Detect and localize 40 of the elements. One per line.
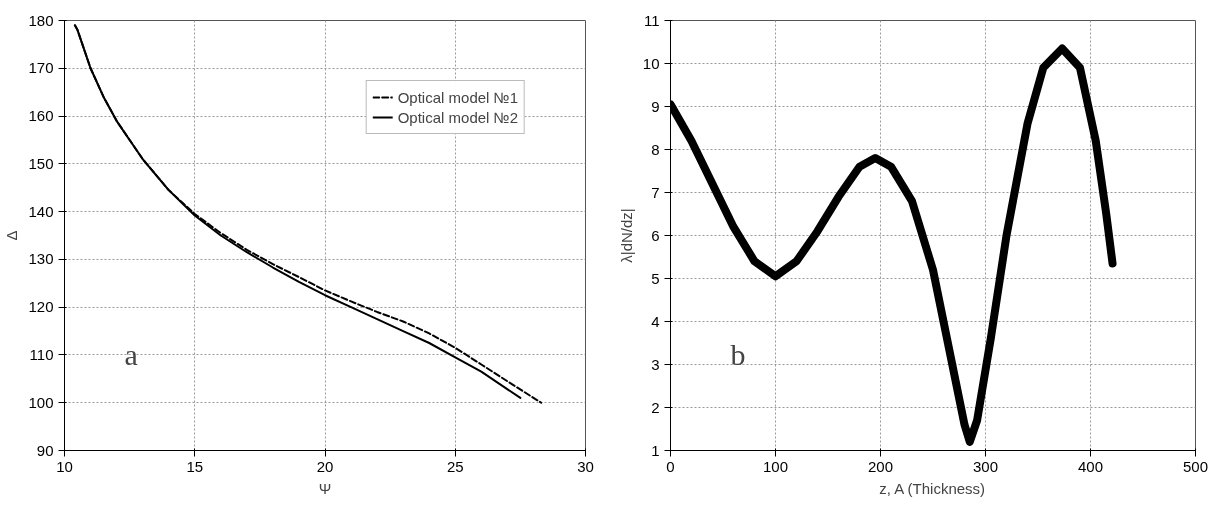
y-tick-label: 1 (651, 441, 660, 459)
y-tick-label: 10 (642, 54, 660, 72)
x-tick-label: 10 (56, 457, 73, 475)
x-tick-label: 20 (316, 457, 334, 475)
x-tick-label: 400 (1077, 457, 1104, 475)
annotation: b (730, 337, 746, 371)
x-axis-title: Ψ (318, 479, 332, 497)
x-tick-label: 25 (446, 457, 464, 475)
y-tick-label: 3 (651, 355, 660, 373)
y-tick-label: 180 (28, 11, 54, 29)
x-tick-label: 200 (867, 457, 894, 475)
y-tick-label: 150 (28, 154, 54, 172)
y-tick-label: 7 (651, 183, 660, 201)
x-tick-label: 100 (762, 457, 789, 475)
legend-label: Optical model №2 (397, 108, 518, 126)
y-tick-label: 110 (29, 345, 54, 363)
y-tick-label: 11 (643, 11, 660, 29)
y-tick-label: 100 (28, 393, 54, 411)
y-tick-label: 170 (28, 59, 54, 77)
x-tick-label: 0 (666, 457, 675, 475)
y-tick-label: 90 (36, 441, 54, 459)
y-axis-title: Δ (3, 230, 21, 241)
y-tick-label: 4 (651, 312, 660, 330)
y-axis-title: λ|dN/dz| (617, 208, 635, 263)
x-tick-label: 30 (577, 457, 594, 475)
y-tick-label: 6 (651, 226, 660, 244)
y-tick-label: 9 (651, 97, 660, 115)
y-tick-label: 120 (28, 298, 54, 316)
annotation: a (124, 337, 138, 371)
y-tick-label: 8 (651, 140, 660, 158)
legend-label: Optical model №1 (397, 88, 518, 106)
x-tick-label: 300 (972, 457, 999, 475)
y-tick-label: 130 (28, 250, 54, 268)
x-tick-label: 15 (186, 457, 204, 475)
x-axis-title: z, A (Thickness) (879, 479, 986, 497)
y-tick-label: 160 (28, 107, 54, 125)
y-tick-label: 140 (28, 202, 54, 220)
y-tick-label: 5 (651, 269, 660, 287)
y-tick-label: 2 (651, 398, 660, 416)
x-tick-label: 500 (1182, 457, 1209, 475)
